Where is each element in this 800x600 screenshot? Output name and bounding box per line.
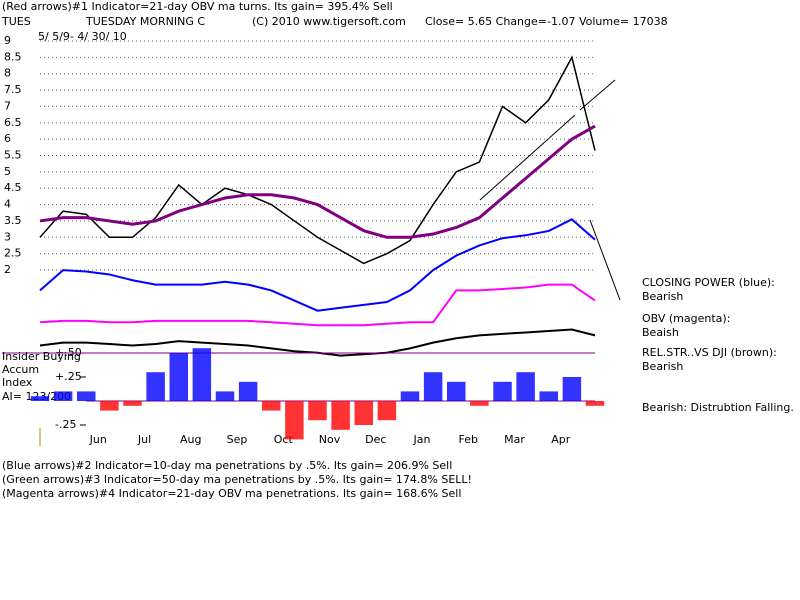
summary: Bearish: Distrubtion Falling. bbox=[642, 401, 794, 414]
bar bbox=[146, 372, 165, 401]
x-tick-label: Feb bbox=[459, 433, 478, 446]
legend-signal: Bearish bbox=[642, 360, 683, 373]
y-tick-label: 9 bbox=[4, 34, 11, 47]
bar bbox=[470, 401, 489, 406]
y-tick-label: 7.5 bbox=[4, 83, 22, 96]
trend-line bbox=[589, 219, 621, 301]
x-tick-label: Jul bbox=[137, 433, 151, 446]
x-tick-label: Mar bbox=[504, 433, 525, 446]
bar bbox=[562, 377, 582, 401]
legend-label: CLOSING POWER (blue): bbox=[642, 276, 775, 289]
bar bbox=[493, 381, 512, 401]
footer-line: (Blue arrows)#2 Indicator=10-day ma pene… bbox=[2, 459, 452, 472]
y-tick-label: 6.5 bbox=[4, 116, 22, 129]
y-tick-label: 5 bbox=[4, 165, 11, 178]
bar bbox=[238, 381, 258, 401]
y-tick-label: 6 bbox=[4, 132, 11, 145]
bar bbox=[123, 401, 142, 406]
trend-line bbox=[479, 114, 576, 201]
bar bbox=[539, 391, 558, 401]
bar bbox=[585, 401, 605, 406]
x-tick-label: Jun bbox=[89, 433, 107, 446]
bar bbox=[30, 396, 50, 401]
bar bbox=[192, 348, 212, 401]
legend-signal: Beaish bbox=[642, 326, 679, 339]
series-line bbox=[39, 218, 596, 312]
bar bbox=[215, 391, 235, 401]
panel-label: Accum bbox=[2, 363, 39, 376]
series-line bbox=[39, 283, 596, 327]
trend-line bbox=[579, 79, 616, 111]
x-tick-label: Jan bbox=[413, 433, 431, 446]
header-line: (Red arrows)#1 Indicator=21-day OBV ma t… bbox=[2, 0, 393, 13]
y-tick-label: 5.5 bbox=[4, 149, 22, 162]
series-line bbox=[39, 328, 596, 357]
panel-label: Index bbox=[2, 376, 33, 389]
bar bbox=[169, 353, 188, 401]
legend-signal: Bearish bbox=[642, 290, 683, 303]
y-tick-label: 7 bbox=[4, 99, 11, 112]
bar bbox=[447, 381, 466, 401]
x-tick-label: Dec bbox=[365, 433, 386, 446]
y-tick-label: 3 bbox=[4, 230, 11, 243]
x-tick-label: Sep bbox=[227, 433, 248, 446]
bar bbox=[331, 401, 350, 430]
x-tick-label: Aug bbox=[180, 433, 201, 446]
y-tick-label: 2 bbox=[4, 263, 11, 276]
series-line bbox=[39, 55, 596, 265]
x-tick-label: Apr bbox=[551, 433, 571, 446]
panel-label: Insider Buying bbox=[2, 350, 81, 363]
bar bbox=[262, 401, 281, 411]
bar bbox=[423, 372, 443, 401]
y-tick-label: 4 bbox=[4, 198, 11, 211]
y-tick-label: 3.5 bbox=[4, 214, 22, 227]
company: TUESDAY MORNING C bbox=[85, 15, 205, 28]
bar bbox=[400, 391, 420, 401]
bar bbox=[354, 401, 373, 425]
y-tick-label: 4.5 bbox=[4, 181, 22, 194]
x-tick-label: Nov bbox=[319, 433, 341, 446]
footer-line: (Magenta arrows)#4 Indicator=21-day OBV … bbox=[2, 487, 461, 500]
series-line bbox=[39, 124, 596, 239]
quote: Close= 5.65 Change=-1.07 Volume= 17038 bbox=[425, 15, 668, 28]
bar bbox=[77, 391, 96, 401]
date-range: 5/ 5/9- 4/ 30/ 10 bbox=[38, 30, 127, 43]
bar bbox=[516, 372, 535, 401]
y-tick-label: +.25 bbox=[55, 370, 82, 383]
bar bbox=[53, 391, 73, 401]
symbol: TUES bbox=[1, 15, 31, 28]
bar bbox=[377, 401, 397, 421]
y-tick-label: 8 bbox=[4, 67, 11, 80]
bar bbox=[100, 401, 119, 411]
legend-label: OBV (magenta): bbox=[642, 312, 730, 325]
y-tick-label: 8.5 bbox=[4, 50, 22, 63]
legend-label: REL.STR..VS DJI (brown): bbox=[642, 346, 777, 359]
bar bbox=[308, 401, 327, 421]
copyright: (C) 2010 www.tigersoft.com bbox=[252, 15, 406, 28]
footer-line: (Green arrows)#3 Indicator=50-day ma pen… bbox=[2, 473, 472, 486]
y-tick-label: -.25 bbox=[55, 418, 76, 431]
bar bbox=[285, 401, 304, 440]
y-tick-label: 2.5 bbox=[4, 247, 22, 260]
